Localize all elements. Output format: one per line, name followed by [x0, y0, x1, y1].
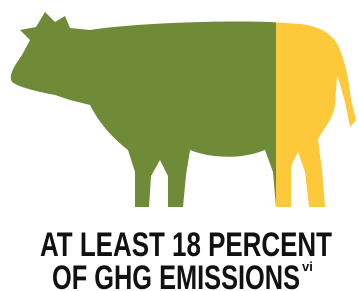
infographic: AT LEAST 18 PERCENT OF GHG EMISSIONS vi [0, 0, 359, 291]
page: {"headline": {"line1": "AT LEAST 18 PERC… [0, 0, 359, 291]
footnote-marker: vi [302, 259, 313, 274]
cow-icon [11, 12, 356, 207]
headline-line-2: OF GHG EMISSIONS [52, 259, 300, 291]
